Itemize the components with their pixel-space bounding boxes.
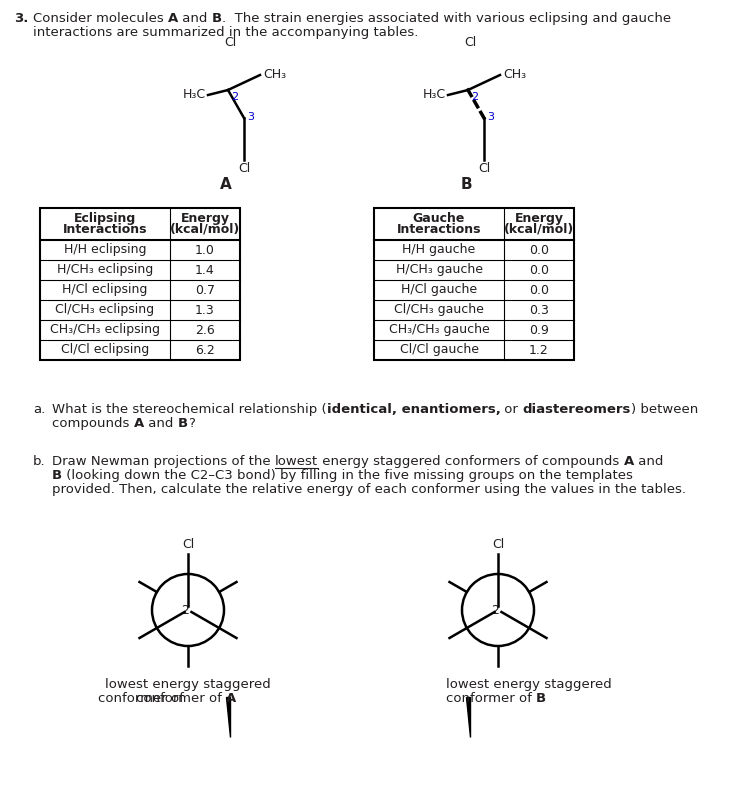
Text: Cl: Cl xyxy=(238,162,250,175)
Text: Cl: Cl xyxy=(224,36,236,49)
Text: H/CH₃ eclipsing: H/CH₃ eclipsing xyxy=(57,264,153,276)
Polygon shape xyxy=(226,697,230,737)
Text: B: B xyxy=(52,469,62,482)
Text: 2: 2 xyxy=(491,604,499,618)
Text: 0.9: 0.9 xyxy=(529,323,549,337)
Text: 2.6: 2.6 xyxy=(195,323,215,337)
Text: 2: 2 xyxy=(231,92,238,102)
Text: Cl/CH₃ gauche: Cl/CH₃ gauche xyxy=(394,304,484,316)
Text: Interactions: Interactions xyxy=(63,223,147,236)
Text: 0.0: 0.0 xyxy=(529,264,549,276)
Text: H/H gauche: H/H gauche xyxy=(402,243,476,257)
Text: Cl/Cl eclipsing: Cl/Cl eclipsing xyxy=(61,343,149,357)
Text: Cl: Cl xyxy=(492,538,504,551)
Text: a.: a. xyxy=(33,403,45,416)
Text: provided. Then, calculate the relative energy of each conformer using the values: provided. Then, calculate the relative e… xyxy=(52,483,686,496)
Text: 1.3: 1.3 xyxy=(195,304,215,316)
Text: A: A xyxy=(624,455,634,468)
Text: H₃C: H₃C xyxy=(423,88,446,102)
Text: 3.: 3. xyxy=(14,12,29,25)
Bar xyxy=(374,208,574,360)
Text: Cl: Cl xyxy=(464,36,476,49)
Text: interactions are summarized in the accompanying tables.: interactions are summarized in the accom… xyxy=(33,26,419,39)
Text: Cl: Cl xyxy=(182,538,194,551)
Text: compounds: compounds xyxy=(52,417,133,430)
Text: What is the stereochemical relationship (: What is the stereochemical relationship … xyxy=(52,403,327,416)
Text: 0.3: 0.3 xyxy=(529,304,549,316)
Text: CH₃/CH₃ gauche: CH₃/CH₃ gauche xyxy=(388,323,490,337)
Text: A: A xyxy=(220,177,232,192)
Text: CH₃: CH₃ xyxy=(503,68,526,82)
Text: 0.0: 0.0 xyxy=(529,243,549,257)
Text: Cl/Cl gauche: Cl/Cl gauche xyxy=(399,343,479,357)
Polygon shape xyxy=(466,697,470,737)
Text: B: B xyxy=(460,177,472,192)
Text: and: and xyxy=(178,12,212,25)
Text: H/CH₃ gauche: H/CH₃ gauche xyxy=(396,264,482,276)
Text: 2: 2 xyxy=(471,92,478,102)
Text: 3: 3 xyxy=(487,112,494,122)
Text: 2: 2 xyxy=(181,604,189,618)
Text: Cl: Cl xyxy=(478,162,490,175)
Text: 0.0: 0.0 xyxy=(529,283,549,297)
Text: Energy: Energy xyxy=(515,212,564,225)
Text: conformer of: conformer of xyxy=(446,692,536,705)
Text: Eclipsing: Eclipsing xyxy=(74,212,136,225)
Text: (kcal/mol): (kcal/mol) xyxy=(504,223,574,236)
Text: H/Cl gauche: H/Cl gauche xyxy=(401,283,477,297)
Text: Consider molecules: Consider molecules xyxy=(33,12,168,25)
Text: H/H eclipsing: H/H eclipsing xyxy=(64,243,147,257)
Text: Interactions: Interactions xyxy=(397,223,482,236)
Text: CH₃: CH₃ xyxy=(263,68,286,82)
Text: Cl/CH₃ eclipsing: Cl/CH₃ eclipsing xyxy=(56,304,155,316)
Text: B: B xyxy=(177,417,188,430)
Text: CH₃/CH₃ eclipsing: CH₃/CH₃ eclipsing xyxy=(50,323,160,337)
Text: A: A xyxy=(226,692,236,705)
Text: Draw Newman projections of the: Draw Newman projections of the xyxy=(52,455,275,468)
Text: 1.2: 1.2 xyxy=(529,343,549,357)
Text: identical, enantiomers,: identical, enantiomers, xyxy=(327,403,501,416)
Text: .  The strain energies associated with various eclipsing and gauche: . The strain energies associated with va… xyxy=(222,12,671,25)
Text: 3: 3 xyxy=(247,112,254,122)
Text: Energy: Energy xyxy=(180,212,229,225)
Text: A: A xyxy=(168,12,178,25)
Text: Gauche: Gauche xyxy=(413,212,465,225)
Text: ) between: ) between xyxy=(631,403,699,416)
Text: lowest energy staggered: lowest energy staggered xyxy=(105,678,271,691)
Text: diastereomers: diastereomers xyxy=(523,403,631,416)
Text: B: B xyxy=(212,12,222,25)
Text: conformer of: conformer of xyxy=(136,692,226,705)
Text: and: and xyxy=(144,417,177,430)
Text: 1.0: 1.0 xyxy=(195,243,215,257)
Text: or: or xyxy=(501,403,523,416)
Text: b.: b. xyxy=(33,455,45,468)
Text: conformer of: conformer of xyxy=(98,692,188,705)
Text: 6.2: 6.2 xyxy=(195,343,215,357)
Text: energy staggered conformers of compounds: energy staggered conformers of compounds xyxy=(318,455,624,468)
Text: ?: ? xyxy=(188,417,194,430)
Text: H/Cl eclipsing: H/Cl eclipsing xyxy=(62,283,147,297)
Text: lowest: lowest xyxy=(275,455,318,468)
Text: A: A xyxy=(133,417,144,430)
Text: (looking down the C2–C3 bond) by filling in the five missing groups on the templ: (looking down the C2–C3 bond) by filling… xyxy=(62,469,633,482)
Text: lowest energy staggered: lowest energy staggered xyxy=(446,678,612,691)
Text: and: and xyxy=(634,455,663,468)
Text: 0.7: 0.7 xyxy=(195,283,215,297)
Text: (kcal/mol): (kcal/mol) xyxy=(170,223,240,236)
Bar xyxy=(40,208,240,360)
Text: B: B xyxy=(536,692,546,705)
Text: H₃C: H₃C xyxy=(183,88,206,102)
Text: 1.4: 1.4 xyxy=(195,264,215,276)
